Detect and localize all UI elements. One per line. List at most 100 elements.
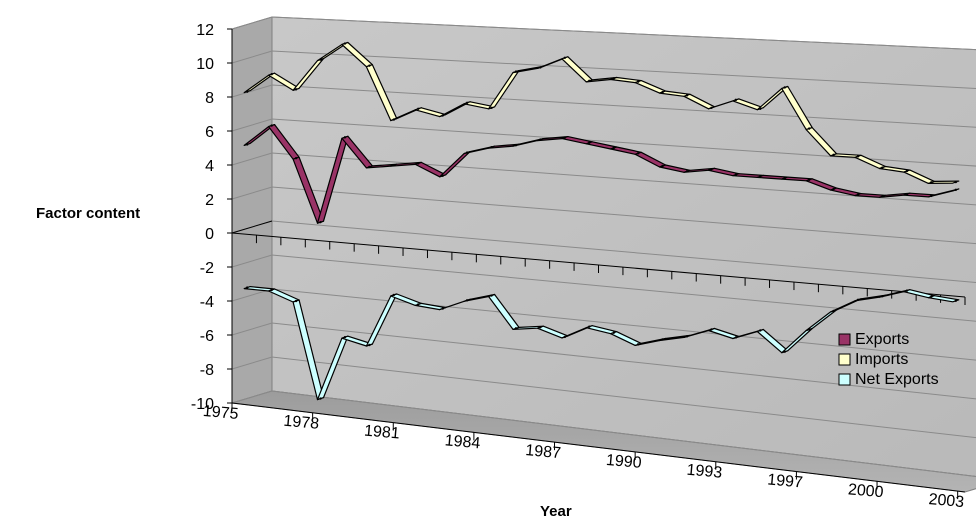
- data-point: [807, 178, 811, 181]
- data-point: [636, 343, 640, 346]
- data-point: [881, 166, 884, 169]
- data-point: [343, 335, 347, 339]
- data-point: [392, 163, 396, 167]
- data-point: [343, 136, 347, 139]
- y-tick-label: 4: [205, 158, 214, 175]
- data-point: [636, 152, 640, 155]
- data-point: [954, 188, 957, 192]
- data-point: [685, 170, 689, 173]
- data-point: [417, 303, 420, 306]
- gridline: [231, 390, 976, 477]
- data-point: [661, 164, 664, 168]
- gridline: [231, 356, 976, 439]
- data-point: [490, 106, 493, 110]
- data-point: [465, 151, 469, 154]
- data-point: [392, 118, 396, 121]
- y-tick-label: -2: [200, 260, 214, 277]
- data-point: [954, 180, 957, 184]
- data-point: [514, 327, 518, 330]
- data-point: [246, 286, 249, 289]
- legend-label-imports: Imports: [855, 351, 908, 368]
- data-point: [490, 294, 493, 297]
- data-point: [319, 58, 322, 61]
- gridline: [231, 50, 976, 89]
- data-point: [539, 326, 542, 329]
- data-point: [930, 295, 933, 298]
- data-point: [368, 165, 371, 169]
- data-point: [881, 295, 884, 298]
- data-point: [759, 175, 762, 178]
- data-point: [563, 335, 567, 339]
- y-tick-label: 0: [205, 226, 214, 243]
- gridline: [231, 152, 976, 206]
- data-point: [319, 397, 322, 400]
- data-point: [612, 146, 615, 150]
- data-point: [270, 288, 273, 292]
- data-point: [832, 153, 835, 156]
- data-point: [441, 174, 444, 177]
- y-tick-label: -8: [200, 362, 214, 379]
- data-point: [685, 335, 689, 338]
- data-point: [246, 143, 249, 146]
- gridline: [231, 16, 976, 51]
- data-point: [856, 298, 860, 301]
- x-axis-line: [231, 402, 966, 493]
- data-point: [636, 80, 640, 83]
- y-axis-title: Factor content: [36, 205, 140, 222]
- data-point: [588, 79, 591, 83]
- data-point: [490, 145, 493, 149]
- data-point: [710, 106, 713, 110]
- series-segment: [927, 180, 960, 184]
- x-tick-label: 1984: [444, 432, 481, 452]
- series-imports: [243, 41, 960, 184]
- data-point: [832, 309, 835, 313]
- x-axis-title: Year: [540, 503, 572, 520]
- data-point: [759, 107, 762, 110]
- x-tick-label: 1993: [686, 462, 723, 482]
- data-point: [807, 127, 811, 130]
- data-point: [783, 176, 786, 180]
- data-point: [246, 90, 249, 93]
- x-tick-label: 1978: [283, 413, 320, 433]
- gridline: [231, 254, 976, 322]
- data-point: [661, 90, 664, 94]
- side-wall: [231, 16, 273, 404]
- data-point: [294, 156, 298, 160]
- data-point: [368, 343, 371, 347]
- data-point: [392, 293, 396, 297]
- data-point: [368, 64, 371, 67]
- data-point: [343, 42, 347, 45]
- data-point: [441, 114, 444, 117]
- gridline: [231, 118, 976, 167]
- data-point: [685, 94, 689, 97]
- gridline: [231, 322, 976, 400]
- data-point: [539, 138, 542, 141]
- x-tick-label: 1990: [605, 452, 642, 472]
- plot-walls: [231, 16, 976, 493]
- data-point: [856, 155, 860, 158]
- x-tick-label: 1981: [363, 423, 400, 443]
- data-point: [710, 328, 713, 331]
- legend: Exports Imports Net Exports: [838, 331, 939, 388]
- data-point: [734, 173, 738, 176]
- x-tick-label: 1975: [202, 403, 239, 423]
- data-point: [832, 187, 835, 191]
- data-point: [661, 338, 664, 341]
- legend-swatch-exports: [838, 333, 851, 346]
- data-point: [759, 329, 762, 332]
- data-point: [294, 88, 298, 91]
- y-tick-label: 2: [205, 192, 214, 209]
- data-point: [612, 77, 615, 80]
- y-tick-label: 8: [205, 90, 214, 107]
- data-point: [319, 220, 322, 224]
- data-point: [563, 136, 567, 139]
- series-net-exports: [243, 286, 960, 401]
- y-tick-label: 12: [196, 22, 214, 39]
- data-point: [734, 336, 738, 339]
- data-point: [270, 124, 273, 127]
- x-tick-label: 1997: [767, 471, 804, 491]
- data-point: [710, 168, 713, 171]
- x-tick-label: 2003: [928, 491, 965, 511]
- zero-depth-line: [231, 220, 273, 234]
- data-point: [441, 307, 444, 310]
